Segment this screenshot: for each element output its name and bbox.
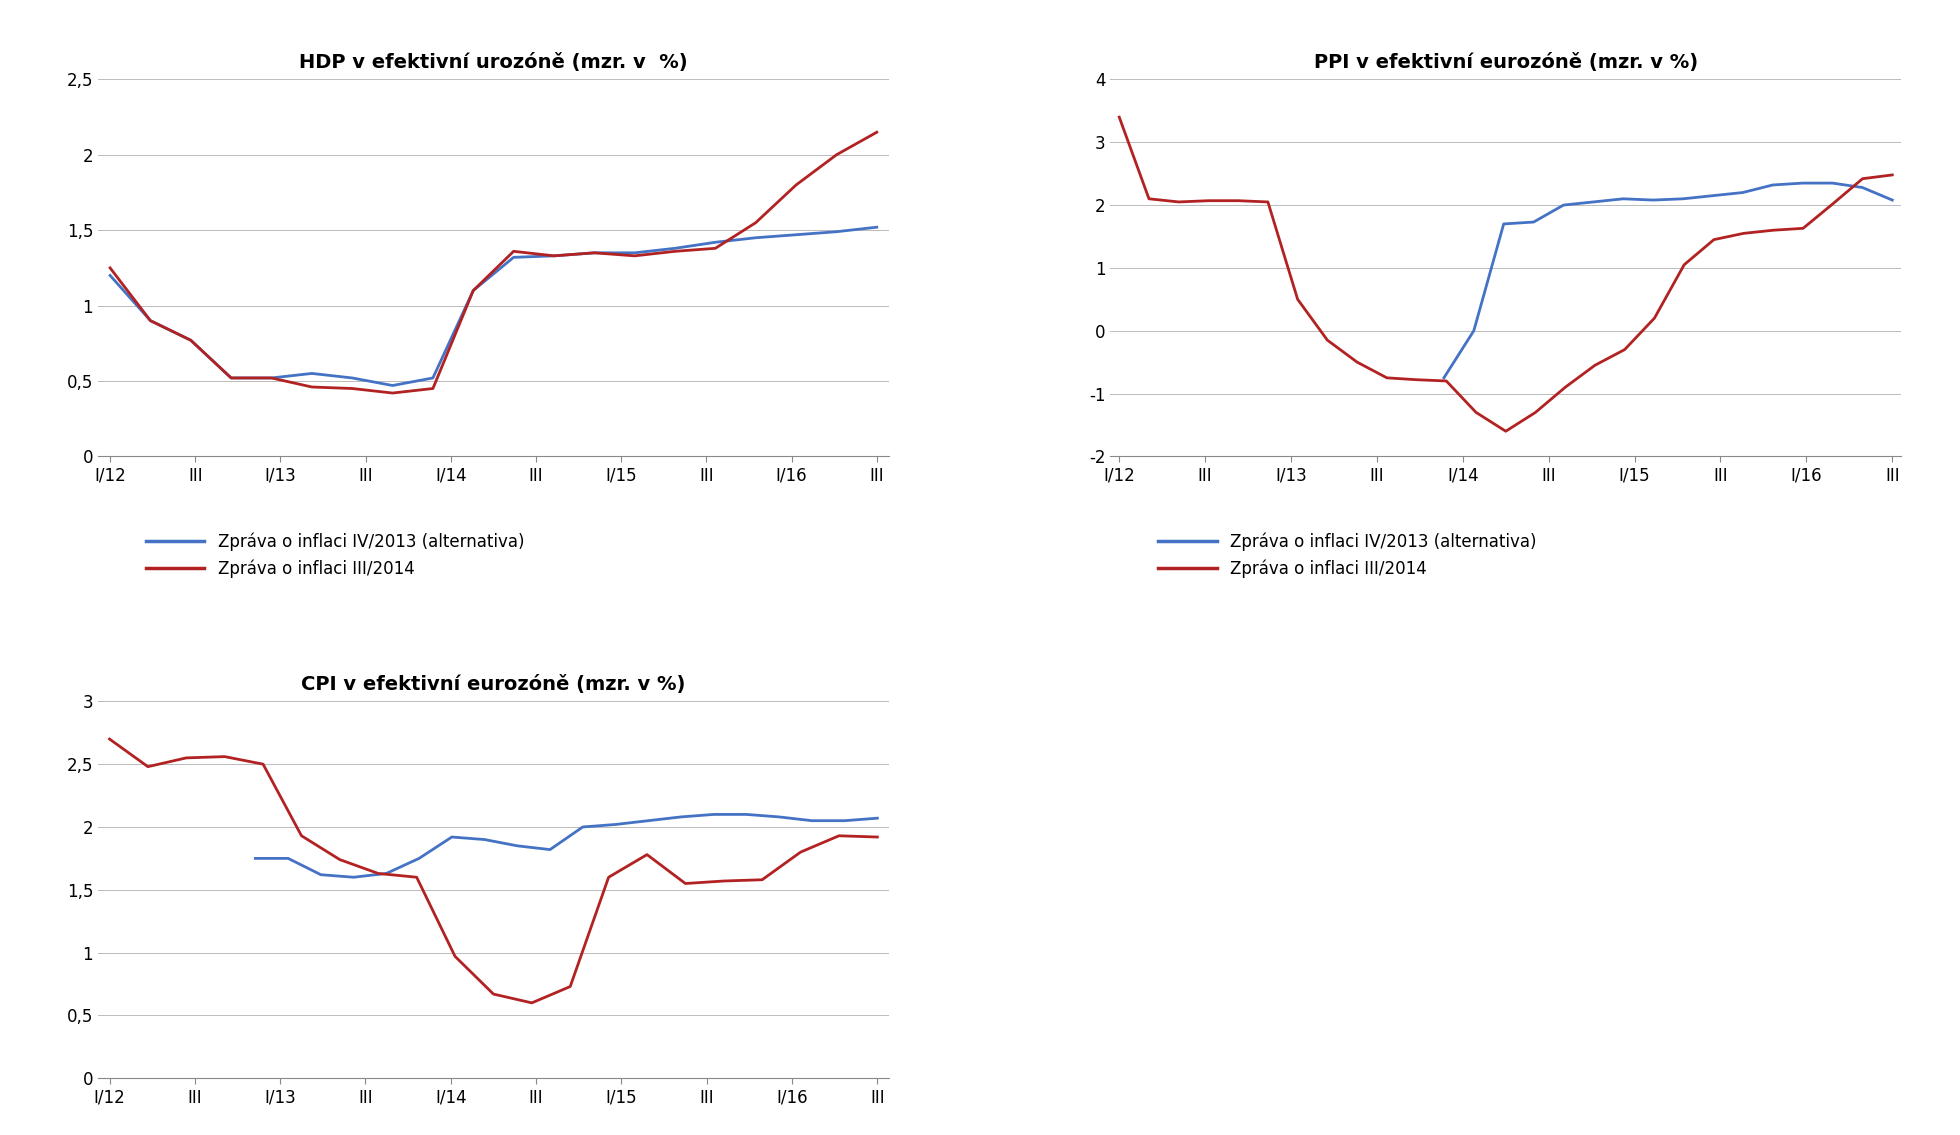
Title: HDP v efektivní urozóně (mzr. v  %): HDP v efektivní urozóně (mzr. v %)	[300, 53, 688, 73]
Title: CPI v efektivní eurozóně (mzr. v %): CPI v efektivní eurozóně (mzr. v %)	[302, 675, 686, 695]
Legend: Zpráva o inflaci IV/2013 (alternativa), Zpráva o inflaci III/2014: Zpráva o inflaci IV/2013 (alternativa), …	[145, 532, 523, 578]
Title: PPI v efektivní eurozóně (mzr. v %): PPI v efektivní eurozóně (mzr. v %)	[1313, 53, 1697, 73]
Legend: Zpráva o inflaci IV/2013 (alternativa), Zpráva o inflaci III/2014: Zpráva o inflaci IV/2013 (alternativa), …	[1158, 532, 1537, 578]
